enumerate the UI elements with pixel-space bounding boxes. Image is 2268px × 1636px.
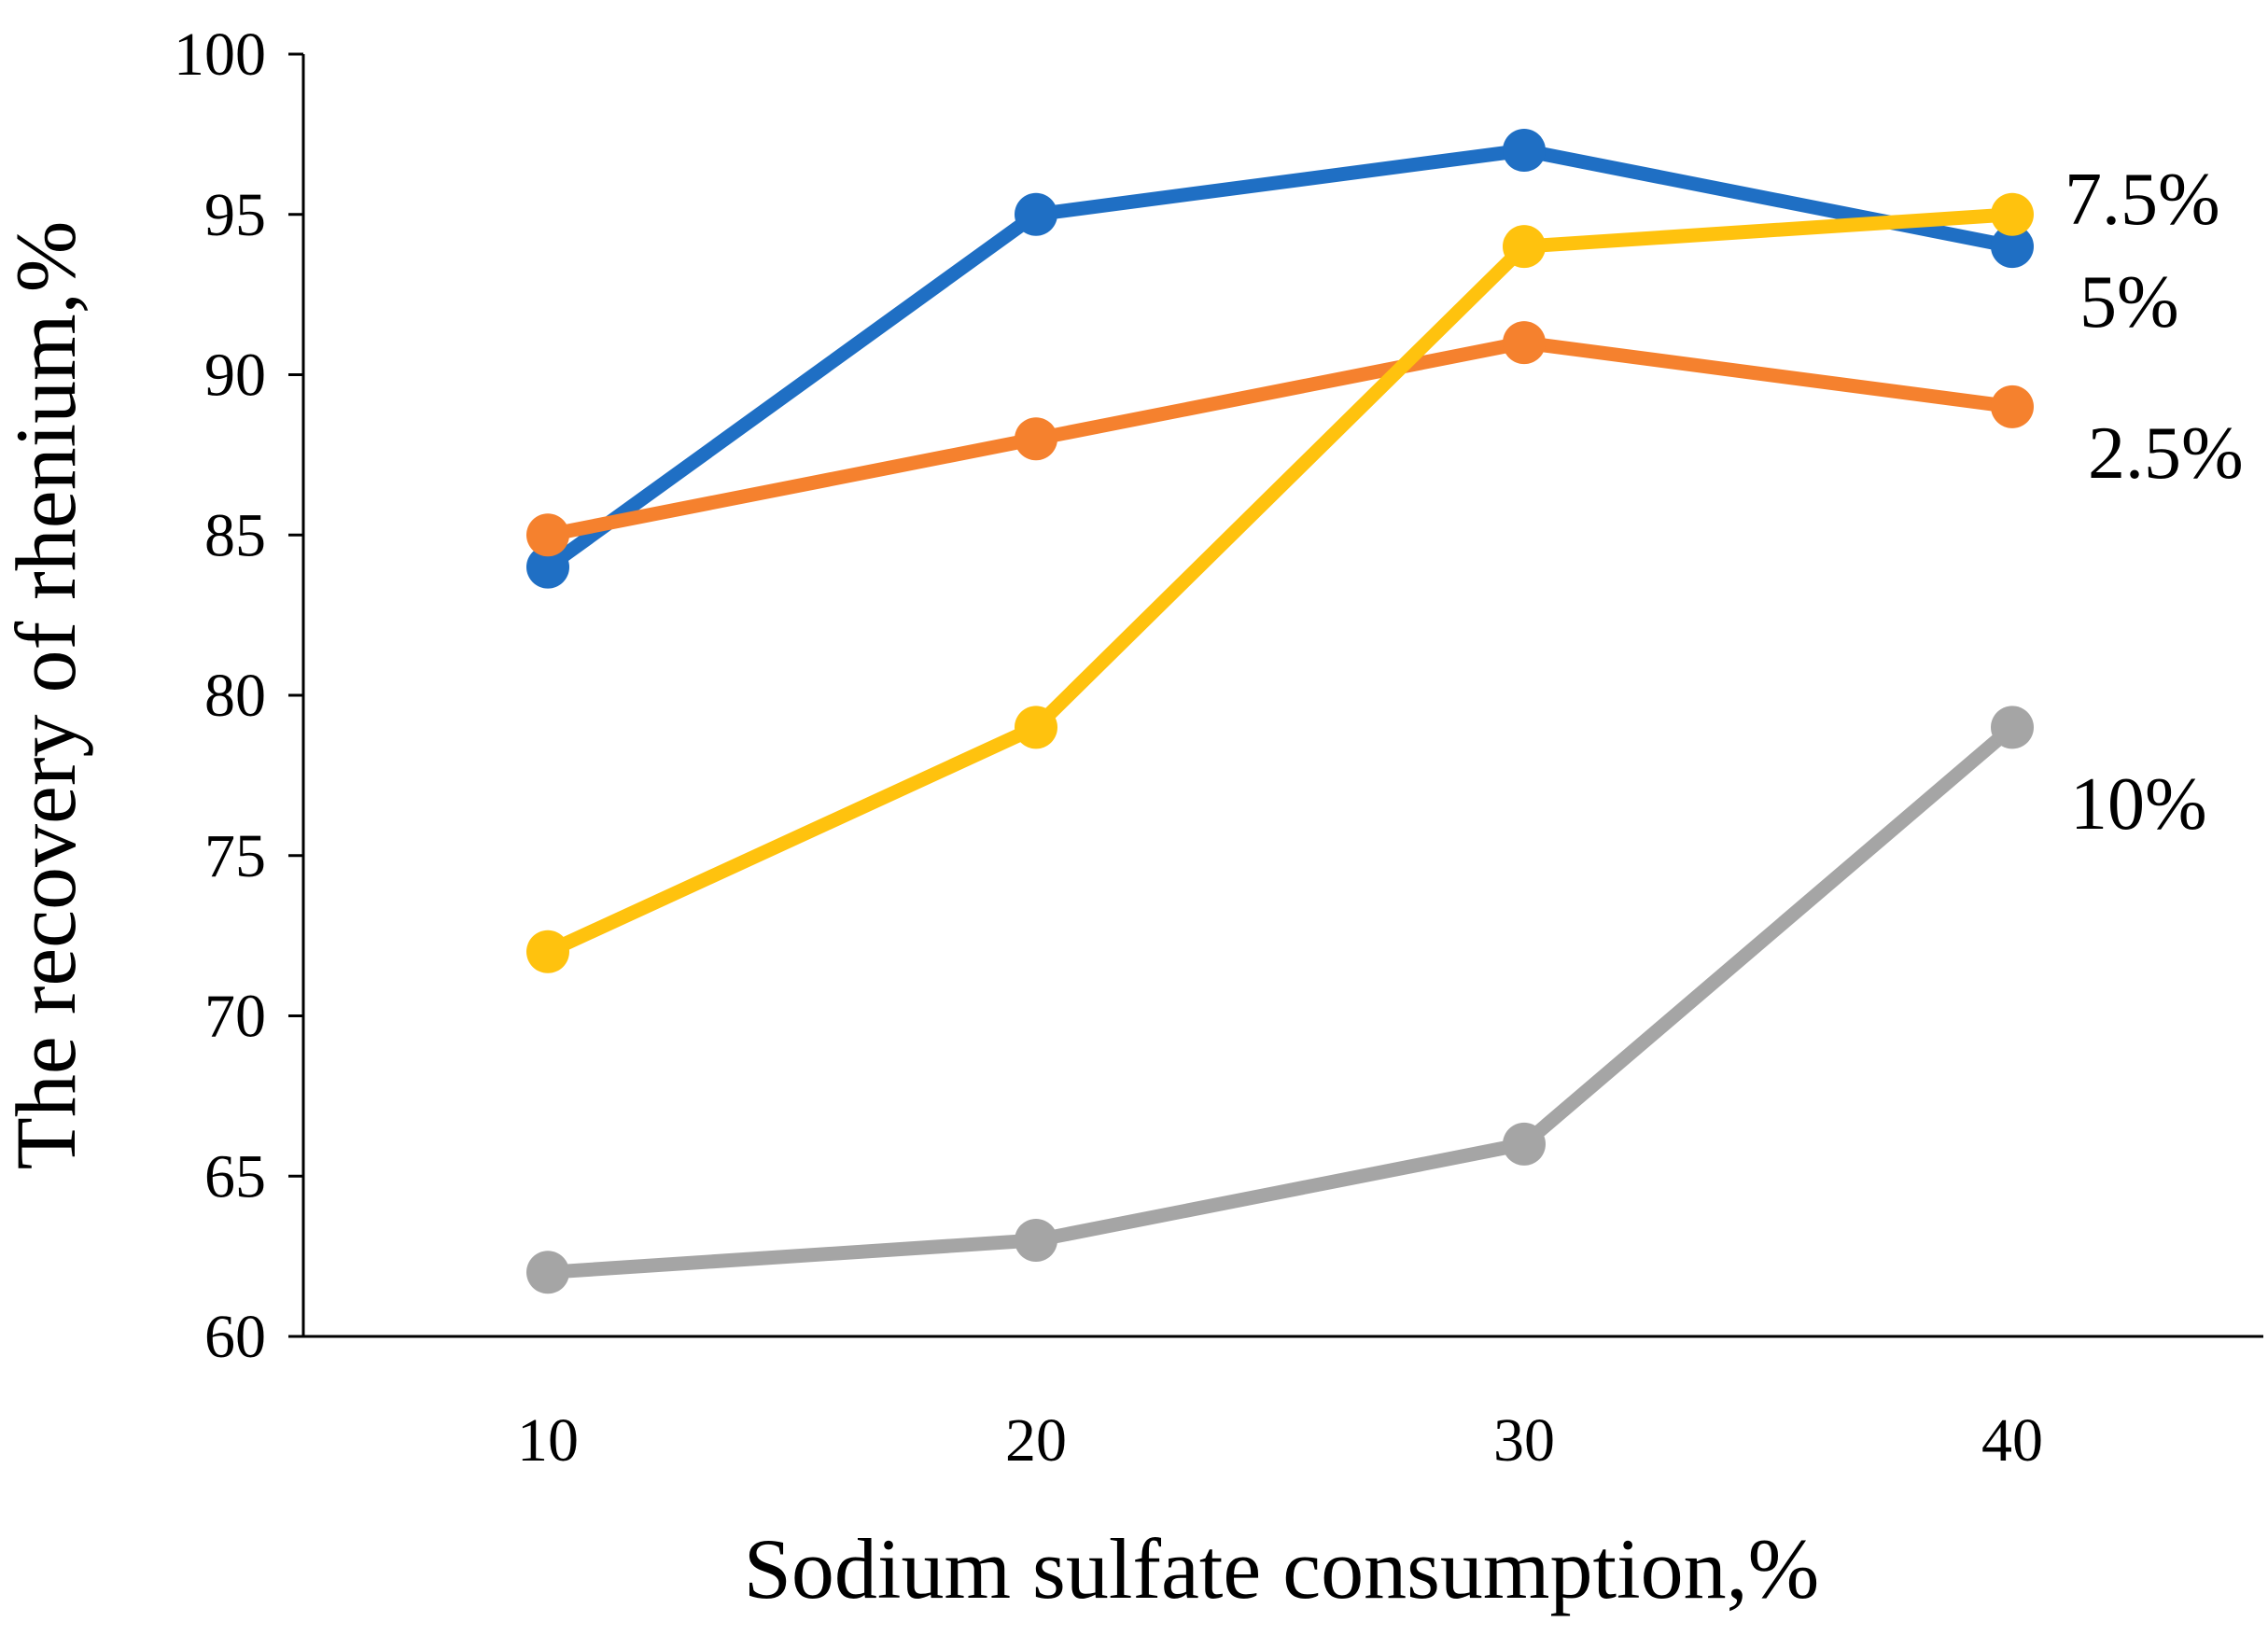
y-tick-label-80: 80 xyxy=(204,662,266,730)
data-point-10pct-x30 xyxy=(1503,1122,1546,1166)
series-lines xyxy=(540,143,2020,1279)
data-point-5pct-x20 xyxy=(1015,192,1057,236)
x-axis-title: Sodium sulfate consumption,% xyxy=(744,1521,1819,1616)
y-tick-label-90: 90 xyxy=(204,342,266,410)
data-point-10pct-x20 xyxy=(1015,1218,1057,1262)
series-line-2-5pct xyxy=(540,335,2020,542)
y-tick-label-70: 70 xyxy=(204,983,266,1051)
data-point-5pct-x40 xyxy=(1991,225,2034,269)
data-point-7-5pct-x10 xyxy=(526,930,569,973)
data-point-2-5pct-x10 xyxy=(526,513,569,557)
series-line-5pct xyxy=(540,143,2020,575)
data-point-10pct-x40 xyxy=(1991,706,2034,749)
y-tick-label-60: 60 xyxy=(204,1303,266,1371)
series-label-2-5: 2.5% xyxy=(2088,412,2244,495)
x-tick-label-30: 30 xyxy=(1493,1406,1555,1475)
data-point-10pct-x10 xyxy=(526,1251,569,1294)
series-label-10: 10% xyxy=(2070,763,2207,846)
data-point-5pct-x30 xyxy=(1503,129,1546,173)
series-label-7-5: 7.5% xyxy=(2065,159,2220,241)
data-point-7-5pct-x20 xyxy=(1015,706,1057,749)
series-points xyxy=(526,129,2034,1294)
series-line-7-5pct xyxy=(540,207,2020,959)
y-tick-label-100: 100 xyxy=(174,21,266,89)
data-point-2-5pct-x30 xyxy=(1503,321,1546,365)
y-axis-title: The recovery of rhenium,% xyxy=(0,221,93,1170)
y-tick-label-95: 95 xyxy=(204,181,266,249)
x-tick-label-40: 40 xyxy=(1981,1406,2043,1475)
series-labels: 7.5% 5% 2.5% 10% xyxy=(2065,159,2244,846)
x-tick-label-10: 10 xyxy=(517,1406,579,1475)
y-tick-label-85: 85 xyxy=(204,501,266,569)
x-tick-label-20: 20 xyxy=(1005,1406,1067,1475)
data-point-7-5pct-x30 xyxy=(1503,225,1546,269)
data-point-5pct-x10 xyxy=(526,545,569,589)
series-line-10pct xyxy=(540,720,2020,1279)
data-point-7-5pct-x40 xyxy=(1991,192,2034,236)
x-ticks: 10 20 30 40 xyxy=(517,1406,2043,1475)
data-point-2-5pct-x40 xyxy=(1991,385,2034,428)
y-tick-label-75: 75 xyxy=(204,822,266,890)
data-point-2-5pct-x20 xyxy=(1015,417,1057,461)
y-ticks: 60 65 70 75 80 85 90 95 100 xyxy=(174,21,303,1371)
series-label-5: 5% xyxy=(2079,261,2179,343)
y-tick-label-65: 65 xyxy=(204,1142,266,1210)
axes xyxy=(301,54,2263,1338)
